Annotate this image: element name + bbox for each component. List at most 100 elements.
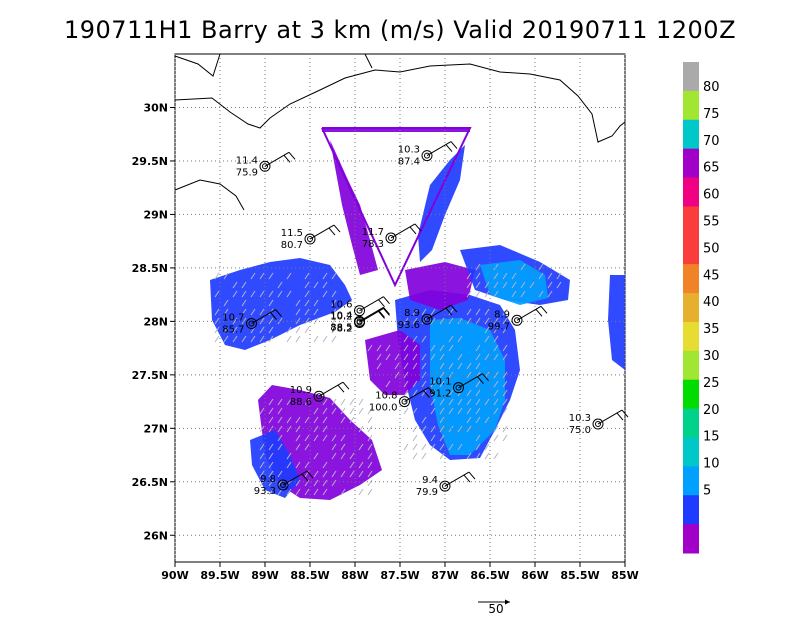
wind-vector — [466, 389, 472, 397]
wind-vector — [250, 308, 256, 316]
wind-vector — [223, 326, 229, 334]
wind-vector — [286, 461, 292, 469]
wind-vector — [367, 344, 373, 352]
axis-ticks: 30N 29.5N 29N 28.5N 28N 27.5N 27N 26.5N 26N 90W 89… — [132, 101, 639, 582]
colorbar-band — [683, 90, 699, 121]
wind-vector — [421, 353, 427, 361]
wind-vector — [385, 344, 391, 352]
wind-vector — [502, 281, 508, 289]
wind-vector — [421, 443, 427, 451]
dropsonde-observation: 10.6 — [330, 296, 390, 317]
lon-tick-label: 86W — [521, 569, 548, 582]
wind-vector — [268, 452, 274, 460]
wind-vector — [268, 425, 274, 433]
wind-vector — [493, 380, 499, 388]
wind-vector — [214, 317, 220, 325]
wind-vector — [304, 461, 310, 469]
wind-vector — [502, 389, 508, 397]
wind-vector — [358, 461, 364, 469]
wind-barb — [264, 151, 290, 167]
wind-vector — [313, 470, 319, 478]
station-ring-inner — [595, 421, 601, 428]
wind-vector — [475, 263, 481, 271]
wind-vector — [259, 326, 265, 334]
wind-vector — [376, 344, 382, 352]
wind-vector — [466, 452, 472, 460]
wind-vector — [403, 317, 409, 325]
wind-vector — [349, 461, 355, 469]
wind-barb — [318, 381, 344, 397]
wind-barb-flag — [283, 154, 291, 163]
observation-direction: 99.7 — [488, 321, 510, 332]
wind-vectors — [214, 263, 562, 496]
colorbar-band — [683, 524, 699, 554]
wind-barb-flag — [482, 373, 489, 382]
wind-vector — [268, 443, 274, 451]
dropsonde-observation: 8.993.6 — [398, 304, 458, 331]
wind-vector — [313, 425, 319, 433]
wind-barb-flag — [378, 299, 385, 307]
wind-vector — [232, 335, 238, 343]
wind-vector — [430, 380, 436, 388]
wind-vector — [502, 308, 508, 316]
wind-vector — [412, 443, 418, 451]
wind-vector — [295, 488, 301, 496]
wind-vector — [556, 281, 562, 289]
wind-barb-flag — [450, 141, 458, 149]
wind-vector — [448, 425, 454, 433]
wind-vector — [502, 380, 508, 388]
wind-vector — [340, 434, 346, 442]
wind-vector — [547, 281, 553, 289]
wind-vector — [295, 326, 301, 334]
wind-vector — [376, 353, 382, 361]
station-ring — [277, 479, 289, 491]
wind-vector — [349, 407, 355, 415]
observation-direction: 75.9 — [236, 167, 258, 178]
wind-vector — [259, 335, 265, 343]
wind-vector — [412, 353, 418, 361]
observation-direction: 87.4 — [398, 157, 420, 168]
colorbar-label: 10 — [703, 457, 720, 472]
wind-vector — [277, 407, 283, 415]
wind-vector — [340, 452, 346, 460]
wind-vector — [358, 407, 364, 415]
wind-barb-flag — [409, 226, 417, 235]
station-ring-inner — [262, 163, 268, 170]
wind-vector — [430, 407, 436, 415]
wind-vector — [268, 461, 274, 469]
colorbar-label: 20 — [703, 403, 720, 418]
wind-vector — [403, 407, 409, 415]
wind-vector — [322, 461, 328, 469]
wind-vector — [430, 308, 436, 316]
wind-vector — [286, 488, 292, 496]
wind-vector — [484, 335, 490, 343]
wind-vector — [448, 344, 454, 352]
wind-vector — [430, 398, 436, 406]
coastline — [174, 53, 626, 211]
wind-vector — [520, 263, 526, 271]
wind-barb — [359, 296, 384, 312]
wind-vector — [331, 452, 337, 460]
wind-vector — [277, 425, 283, 433]
wind-vector — [457, 398, 463, 406]
observation-speed: 11.4 — [236, 155, 258, 166]
colorbar-label: 60 — [703, 188, 720, 203]
wind-vector — [403, 443, 409, 451]
wind-vector — [484, 443, 490, 451]
observation-direction: 100.0 — [369, 403, 398, 414]
wind-vector — [466, 281, 472, 289]
station-ring — [259, 160, 271, 172]
wind-vector — [493, 407, 499, 415]
station-ring-inner — [316, 393, 322, 400]
wind-vector — [358, 398, 364, 406]
wind-vector — [241, 335, 247, 343]
wind-vector — [511, 290, 517, 298]
wind-vector — [304, 290, 310, 298]
wind-vector — [223, 299, 229, 307]
wind-vector — [304, 281, 310, 289]
wind-vector — [367, 470, 373, 478]
wind-vector — [277, 434, 283, 442]
wind-barb-flag — [383, 296, 390, 304]
wind-vector — [349, 398, 355, 406]
wind-vector — [466, 290, 472, 298]
